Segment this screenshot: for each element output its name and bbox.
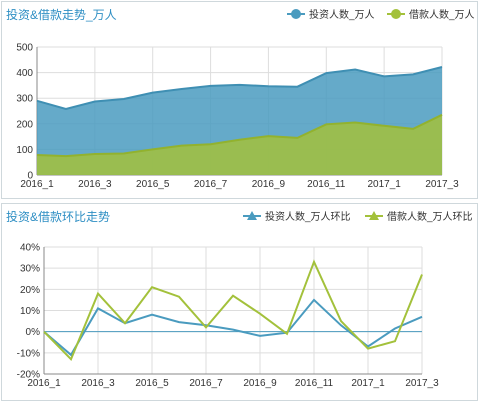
mom-line-chart: -20% -10% 0% 10% 20% 30% 40% 2016_1 2016_3 2016_5… — [17, 210, 473, 389]
y-tick-label: 40% — [20, 243, 40, 254]
y-tick-label: 500 — [16, 43, 33, 54]
legend-label: 借款人数_万人环比 — [387, 210, 473, 223]
y-tick-label: -10% — [17, 348, 40, 359]
x-tick-label: 2017_3 — [405, 378, 439, 389]
y-tick-label: 10% — [20, 306, 40, 317]
x-tick-label: 2016_5 — [136, 179, 170, 190]
series-area-2 — [37, 114, 442, 175]
series-line-1 — [36, 66, 443, 111]
trend-chart-panel: 投资&借款走势_万人 0 100 200 300 400 500 2016_1 2016_3 2… — [1, 1, 478, 199]
mom-chart-panel: 投资&借款环比走势 -20% -10% 0% 10% 20% 30% 40% 2016_1 20… — [1, 203, 478, 401]
legend-marker — [247, 211, 257, 220]
legend-label: 投资人数_万人 — [309, 8, 375, 21]
x-tick-label: 2016_11 — [295, 378, 334, 389]
y-tick-label: 200 — [16, 119, 33, 130]
legend-marker — [391, 9, 401, 19]
series-line-2 — [43, 259, 423, 361]
mom-chart-title: 投资&借款环比走势 — [6, 210, 111, 224]
trend-area-chart: 0 100 200 300 400 500 2016_1 2016_3 2016_5 2016_7… — [16, 8, 475, 190]
legend-marker — [291, 9, 301, 19]
x-tick-label: 2016_7 — [189, 378, 223, 389]
x-tick-label: 2016_7 — [194, 179, 228, 190]
x-tick-label: 2016_1 — [27, 378, 61, 389]
legend-label: 借款人数_万人 — [409, 8, 475, 21]
y-tick-label: 0 — [27, 171, 33, 182]
y-tick-label: -20% — [17, 370, 40, 381]
x-tick-label: 2017_1 — [351, 378, 385, 389]
x-tick-label: 2017_3 — [425, 179, 459, 190]
legend-marker — [369, 211, 379, 220]
x-tick-label: 2016_9 — [243, 378, 277, 389]
y-tick-label: 0% — [26, 327, 41, 338]
x-tick-label: 2016_3 — [78, 179, 112, 190]
y-tick-label: 30% — [20, 264, 40, 275]
y-tick-label: 400 — [16, 68, 33, 79]
x-tick-label: 2016_1 — [20, 179, 54, 190]
x-tick-label: 2016_9 — [252, 179, 286, 190]
x-tick-label: 2016_11 — [307, 179, 346, 190]
x-tick-label: 2016_5 — [135, 378, 169, 389]
x-tick-label: 2017_1 — [367, 179, 401, 190]
y-tick-label: 20% — [20, 285, 40, 296]
trend-chart-title: 投资&借款走势_万人 — [6, 8, 117, 22]
x-tick-label: 2016_3 — [81, 378, 115, 389]
legend-label: 投资人数_万人环比 — [265, 210, 351, 223]
series-line-2 — [36, 113, 443, 158]
y-tick-label: 100 — [16, 145, 33, 156]
y-tick-label: 300 — [16, 94, 33, 105]
